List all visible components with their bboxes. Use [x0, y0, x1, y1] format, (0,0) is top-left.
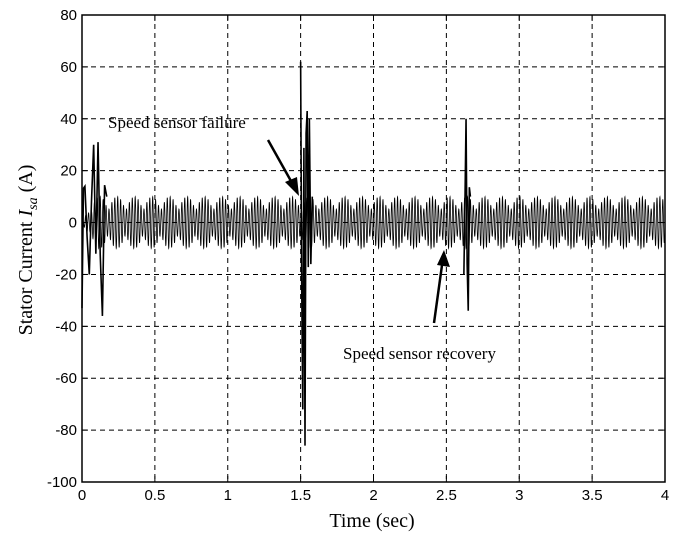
arrow-sensor-recovery: [432, 257, 445, 324]
y-axis-label-prefix: Stator Current: [15, 217, 37, 336]
y-tick-label: -80: [55, 422, 77, 439]
y-tick-label: 40: [60, 111, 77, 128]
y-axis-label-suffix: (A): [15, 165, 37, 198]
y-tick-label: 60: [60, 59, 77, 76]
x-tick-label: 4: [661, 487, 669, 504]
signal-transient: [463, 118, 472, 311]
y-tick-label: 80: [60, 7, 77, 24]
x-tick-label: 3.5: [582, 487, 603, 504]
y-tick-label: 20: [60, 163, 77, 180]
y-tick-label: -100: [47, 474, 77, 491]
y-axis-label-var: I: [15, 209, 37, 218]
x-tick-label: 2: [369, 487, 377, 504]
y-tick-label: -40: [55, 318, 77, 335]
arrowhead-sensor-recovery: [437, 250, 450, 267]
annotation-sensor-recovery: Speed sensor recovery: [343, 344, 496, 363]
x-axis-label: Time (sec): [329, 510, 414, 532]
signal-transient: [299, 61, 314, 446]
x-tick-label: 0.5: [144, 487, 165, 504]
x-tick-label: 1.5: [290, 487, 311, 504]
x-tick-label: 0: [78, 487, 86, 504]
y-axis-label: Stator Current Isa (A): [15, 165, 41, 336]
x-tick-label: 3: [515, 487, 523, 504]
x-tick-label: 2.5: [436, 487, 457, 504]
grid-lines: [82, 15, 665, 482]
y-tick-label: 0: [69, 215, 77, 232]
tick-labels: 0 0.5 1 1.5 2 2.5 3 3.5 4 -100 -80 -60 -40 -20 0 20 40 60…: [47, 7, 669, 504]
current-signal: [81, 61, 666, 446]
tick-marks: [81, 14, 666, 483]
signal-transient: [81, 142, 108, 316]
signal-steady-waveform: [81, 195, 666, 250]
y-axis-label-sub: sa: [26, 197, 41, 209]
y-tick-label: -20: [55, 266, 77, 283]
arrowhead-sensor-failure: [285, 177, 299, 196]
annotation-sensor-failure: Speed sensor failure: [108, 113, 246, 132]
x-tick-label: 1: [224, 487, 232, 504]
y-tick-label: -60: [55, 370, 77, 387]
